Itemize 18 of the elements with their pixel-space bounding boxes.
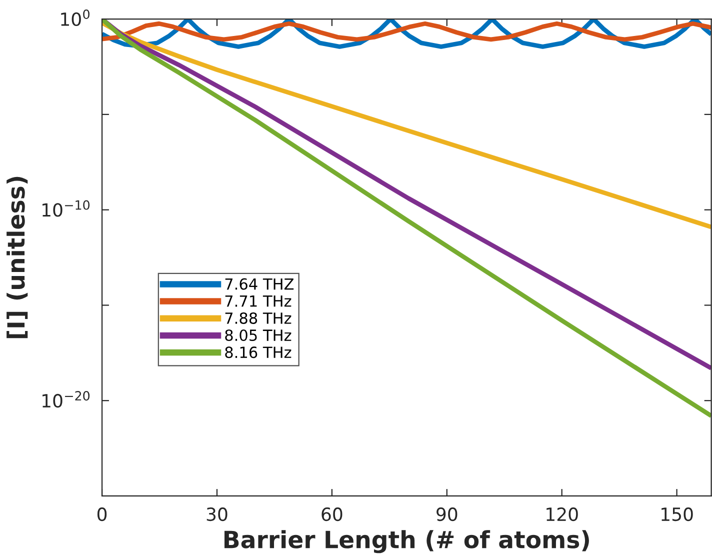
x-tick-label: 120 (546, 507, 578, 522)
y-axis-title: [I] (unitless) (6, 176, 28, 338)
x-tick-label: 0 (97, 507, 107, 522)
legend-label: 7.88 THz (225, 312, 292, 324)
x-tick-label: 90 (436, 507, 458, 522)
line-series (102, 21, 712, 42)
y-tick-label: 10$^{0}$ (61, 9, 90, 26)
legend-label: 7.71 THz (225, 296, 292, 307)
legend-label: 8.05 THz (225, 329, 292, 342)
x-tick-label: 150 (662, 507, 693, 522)
legend-label: 7.64 THZ (225, 278, 294, 290)
line-series (102, 20, 712, 230)
y-tick-label: 10$^{−20}$ (42, 391, 90, 408)
x-tick-label: 60 (322, 507, 342, 522)
legend-label: 8.16 THz (225, 346, 292, 358)
x-tick-label: 30 (206, 507, 228, 522)
x-axis-title: Barrier Length (# of atoms) (224, 530, 589, 554)
y-tick-label: 10$^{−10}$ (42, 200, 90, 217)
